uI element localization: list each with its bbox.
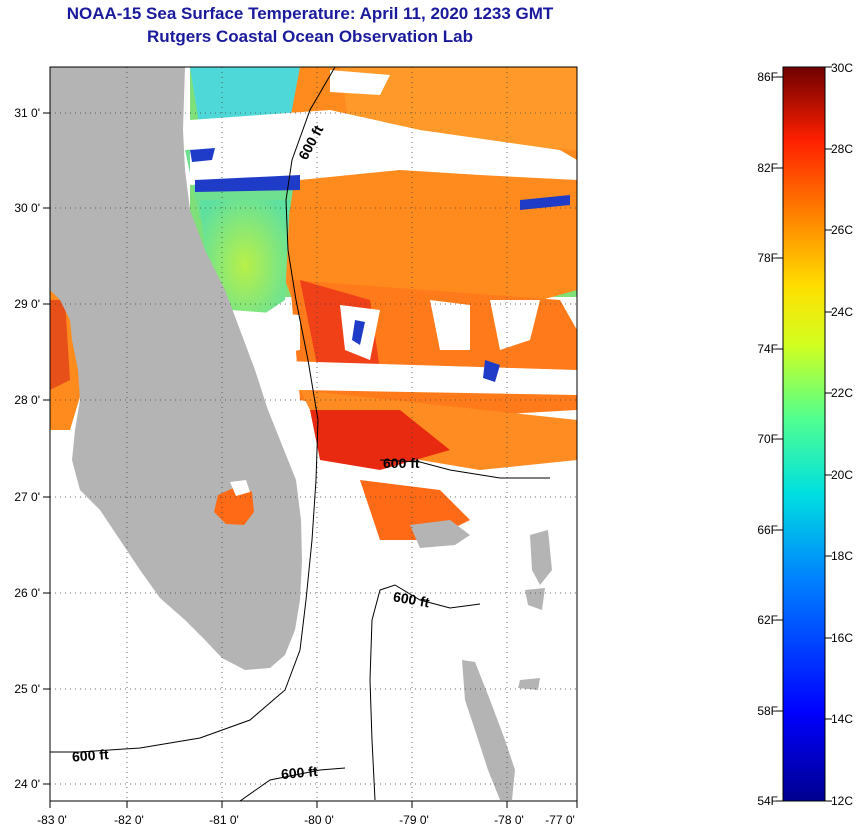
latitude-labels: 31 0' 30 0' 29 0' 28 0' 27 0' 26 0' 25 0… — [14, 106, 40, 791]
celsius-label: 12C — [831, 794, 853, 808]
lat-tick-label: 26 0' — [14, 586, 40, 600]
lon-tick-label: -80 0' — [304, 813, 334, 827]
map-frame — [49, 66, 578, 802]
lat-tick-label: 28 0' — [14, 393, 40, 407]
lat-tick-label: 24 0' — [14, 777, 40, 791]
celsius-label: 30C — [831, 61, 853, 75]
chart-title: NOAA-15 Sea Surface Temperature: April 1… — [66, 4, 554, 23]
colorbar — [782, 66, 826, 802]
fahrenheit-label: 70F — [757, 432, 778, 446]
cloud-mask — [50, 70, 577, 801]
lon-tick-label: -81 0' — [209, 813, 239, 827]
cold-cloud-edges — [190, 148, 570, 382]
celsius-label: 20C — [831, 468, 853, 482]
isobath-600ft — [50, 67, 550, 801]
lat-tick-label: 30 0' — [14, 201, 40, 215]
fahrenheit-label: 58F — [757, 704, 778, 718]
celsius-label: 18C — [831, 549, 853, 563]
contour-label: 600 ft — [280, 763, 318, 782]
lat-tick-label: 29 0' — [14, 297, 40, 311]
fahrenheit-label: 78F — [757, 251, 778, 265]
axis-ticks — [43, 112, 578, 808]
contour-label: 600 ft — [71, 746, 109, 765]
lake-okeechobee — [214, 485, 254, 525]
fahrenheit-label: 86F — [757, 70, 778, 84]
bahamas-land — [410, 520, 552, 800]
lake-okeechobee-cloud — [230, 480, 250, 496]
celsius-label: 22C — [831, 386, 853, 400]
celsius-label: 16C — [831, 631, 853, 645]
longitude-labels: -83 0' -82 0' -81 0' -80 0' -79 0' -78 0… — [37, 813, 575, 827]
lon-tick-label: -79 0' — [399, 813, 429, 827]
lon-tick-label: -77 0' — [545, 813, 575, 827]
lat-tick-label: 31 0' — [14, 106, 40, 120]
chart-subtitle: Rutgers Coastal Ocean Observation Lab — [147, 27, 473, 46]
colorbar-fahrenheit-labels: 86F 82F 78F 74F 70F 66F 62F 58F 54F — [757, 70, 778, 808]
fahrenheit-label: 74F — [757, 342, 778, 356]
lon-tick-label: -82 0' — [114, 813, 144, 827]
celsius-label: 24C — [831, 305, 853, 319]
sst-map: 600 ft 600 ft 600 ft 600 ft 600 ft — [50, 67, 577, 801]
lat-tick-label: 27 0' — [14, 490, 40, 504]
lat-tick-label: 25 0' — [14, 682, 40, 696]
contour-label: 600 ft — [392, 588, 431, 610]
celsius-label: 14C — [831, 712, 853, 726]
celsius-label: 28C — [831, 142, 853, 156]
fahrenheit-label: 66F — [757, 523, 778, 537]
colorbar-ticks — [776, 66, 832, 802]
fahrenheit-label: 54F — [757, 794, 778, 808]
fahrenheit-label: 62F — [757, 613, 778, 627]
fahrenheit-label: 82F — [757, 161, 778, 175]
lon-tick-label: -83 0' — [37, 813, 67, 827]
contour-label: 600 ft — [383, 455, 420, 471]
colorbar-celsius-labels: 30C 28C 26C 24C 22C 20C 18C 16C 14C 12C — [831, 61, 853, 808]
lon-tick-label: -78 0' — [494, 813, 524, 827]
celsius-label: 26C — [831, 223, 853, 237]
